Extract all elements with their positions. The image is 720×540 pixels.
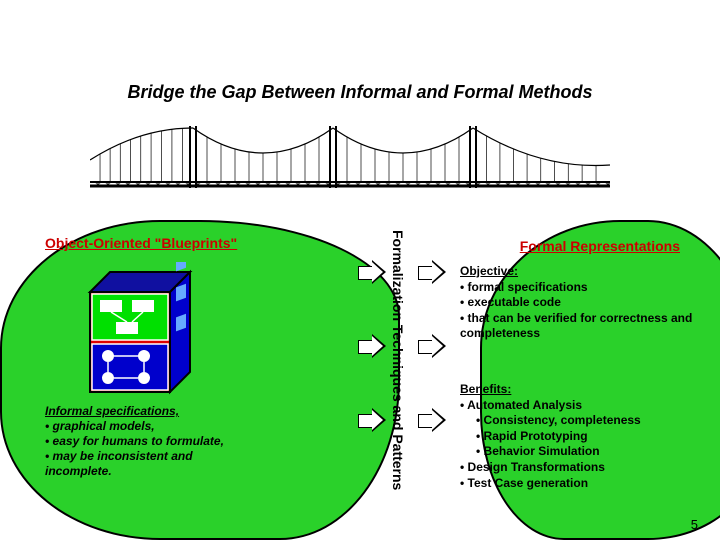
informal-lead: Informal specifications,: [45, 404, 255, 419]
blueprint-cube: [70, 262, 210, 402]
objective-bullet: • that can be verified for correctness a…: [460, 311, 695, 342]
bridge-illustration: [90, 120, 610, 200]
slide-title: Bridge the Gap Between Informal and Form…: [0, 82, 720, 103]
arrow-icon: [358, 408, 386, 432]
objective-bullet: • formal specifications: [460, 280, 695, 296]
informal-bullet: • easy for humans to formulate,: [45, 434, 255, 449]
vertical-label: Formalization Techniques and Patterns: [390, 230, 406, 510]
arrow-icon: [358, 260, 386, 284]
benefits-sub: • Rapid Prototyping: [460, 429, 700, 445]
benefits-block: Benefits: • Automated Analysis • Consist…: [460, 382, 700, 491]
benefits-bullet: • Design Transformations: [460, 460, 700, 476]
arrow-icon: [418, 334, 446, 358]
informal-specs-text: Informal specifications, • graphical mod…: [45, 404, 255, 479]
benefits-sub: • Behavior Simulation: [460, 444, 700, 460]
right-heading: Formal Representations: [520, 238, 680, 254]
objective-lead: Objective:: [460, 264, 695, 280]
arrow-column-left: [358, 260, 386, 432]
arrow-icon: [418, 260, 446, 284]
left-heading: Object-Oriented "Blueprints": [45, 235, 237, 251]
benefits-bullet: • Test Case generation: [460, 476, 700, 492]
page-number: 5: [691, 517, 698, 532]
objective-block: Objective: • formal specifications • exe…: [460, 264, 695, 342]
informal-bullet: • may be inconsistent and incomplete.: [45, 449, 255, 479]
benefits-sub: • Consistency, completeness: [460, 413, 700, 429]
benefits-lead: Benefits:: [460, 382, 700, 398]
benefits-bullet: • Automated Analysis: [460, 398, 700, 414]
arrow-icon: [358, 334, 386, 358]
objective-bullet: • executable code: [460, 295, 695, 311]
informal-bullet: • graphical models,: [45, 419, 255, 434]
arrow-column-right: [418, 260, 446, 432]
arrow-icon: [418, 408, 446, 432]
